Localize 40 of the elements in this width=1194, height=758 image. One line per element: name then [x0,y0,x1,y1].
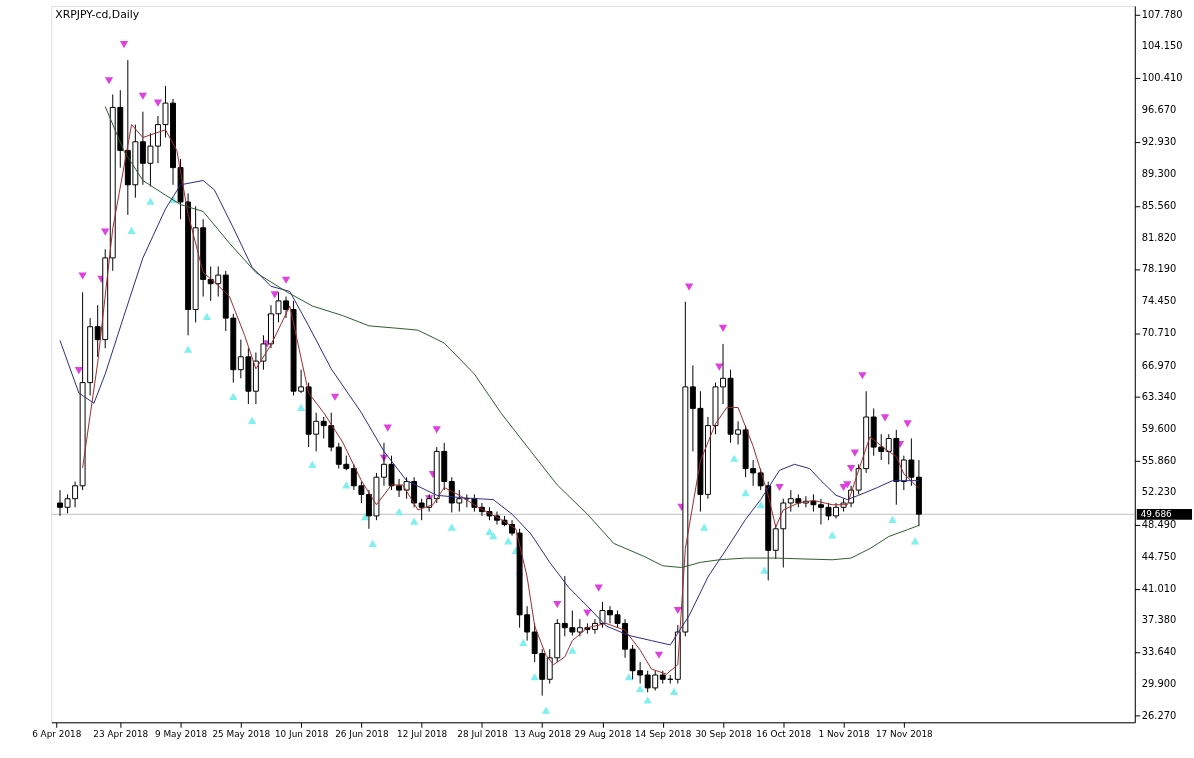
x-tick-label: 6 Apr 2018 [32,728,82,739]
x-tick-label: 28 Jul 2018 [457,728,508,739]
y-tick-label: 85.560 [1141,199,1177,211]
y-tick-label: 55.860 [1141,455,1177,467]
x-tick-label: 14 Sep 2018 [635,728,692,739]
y-tick-label: 26.270 [1141,709,1177,721]
x-tick-label: 10 Jun 2018 [274,728,329,739]
y-tick-label: 89.300 [1141,167,1177,179]
y-tick-label: 37.380 [1141,614,1177,626]
y-tick-label: 92.930 [1141,136,1177,148]
y-tick-label: 33.640 [1141,646,1177,658]
x-tick-label: 9 May 2018 [154,728,208,739]
y-tick-label: 104.150 [1141,39,1183,51]
y-tick-label: 96.670 [1141,104,1177,116]
x-tick-label: 1 Nov 2018 [818,728,870,739]
y-tick-label: 41.010 [1141,582,1177,594]
y-tick-label: 100.410 [1141,72,1183,84]
x-tick-label: 13 Aug 2018 [514,728,572,739]
y-tick-label: 107.780 [1141,8,1183,20]
x-tick-label: 30 Sep 2018 [695,728,752,739]
y-tick-label: 48.490 [1141,518,1177,530]
y-tick-label: 59.600 [1141,423,1177,434]
x-tick-label: 17 Nov 2018 [875,728,934,739]
x-tick-label: 29 Aug 2018 [574,728,632,739]
y-tick-label: 78.190 [1141,263,1177,275]
y-tick-label: 70.710 [1141,327,1177,339]
x-tick-label: 12 Jul 2018 [397,728,448,739]
y-tick-label: 63.340 [1141,390,1177,402]
x-tick-label: 23 Apr 2018 [93,728,149,739]
y-tick-label: 74.450 [1141,295,1177,307]
chart-title: XRPJPY-cd,Daily [55,7,140,21]
x-tick-label: 16 Oct 2018 [756,728,812,739]
y-tick-label: 66.970 [1141,359,1177,371]
y-tick-label: 44.750 [1141,550,1177,562]
ref-line-label: 49.686 [1140,509,1173,520]
x-tick-label: 25 May 2018 [212,728,271,739]
y-tick-label: 29.900 [1141,678,1177,690]
x-tick-label: 26 Jun 2018 [335,728,389,739]
y-tick-label: 52.230 [1141,486,1177,498]
y-tick-label: 81.820 [1141,231,1177,243]
